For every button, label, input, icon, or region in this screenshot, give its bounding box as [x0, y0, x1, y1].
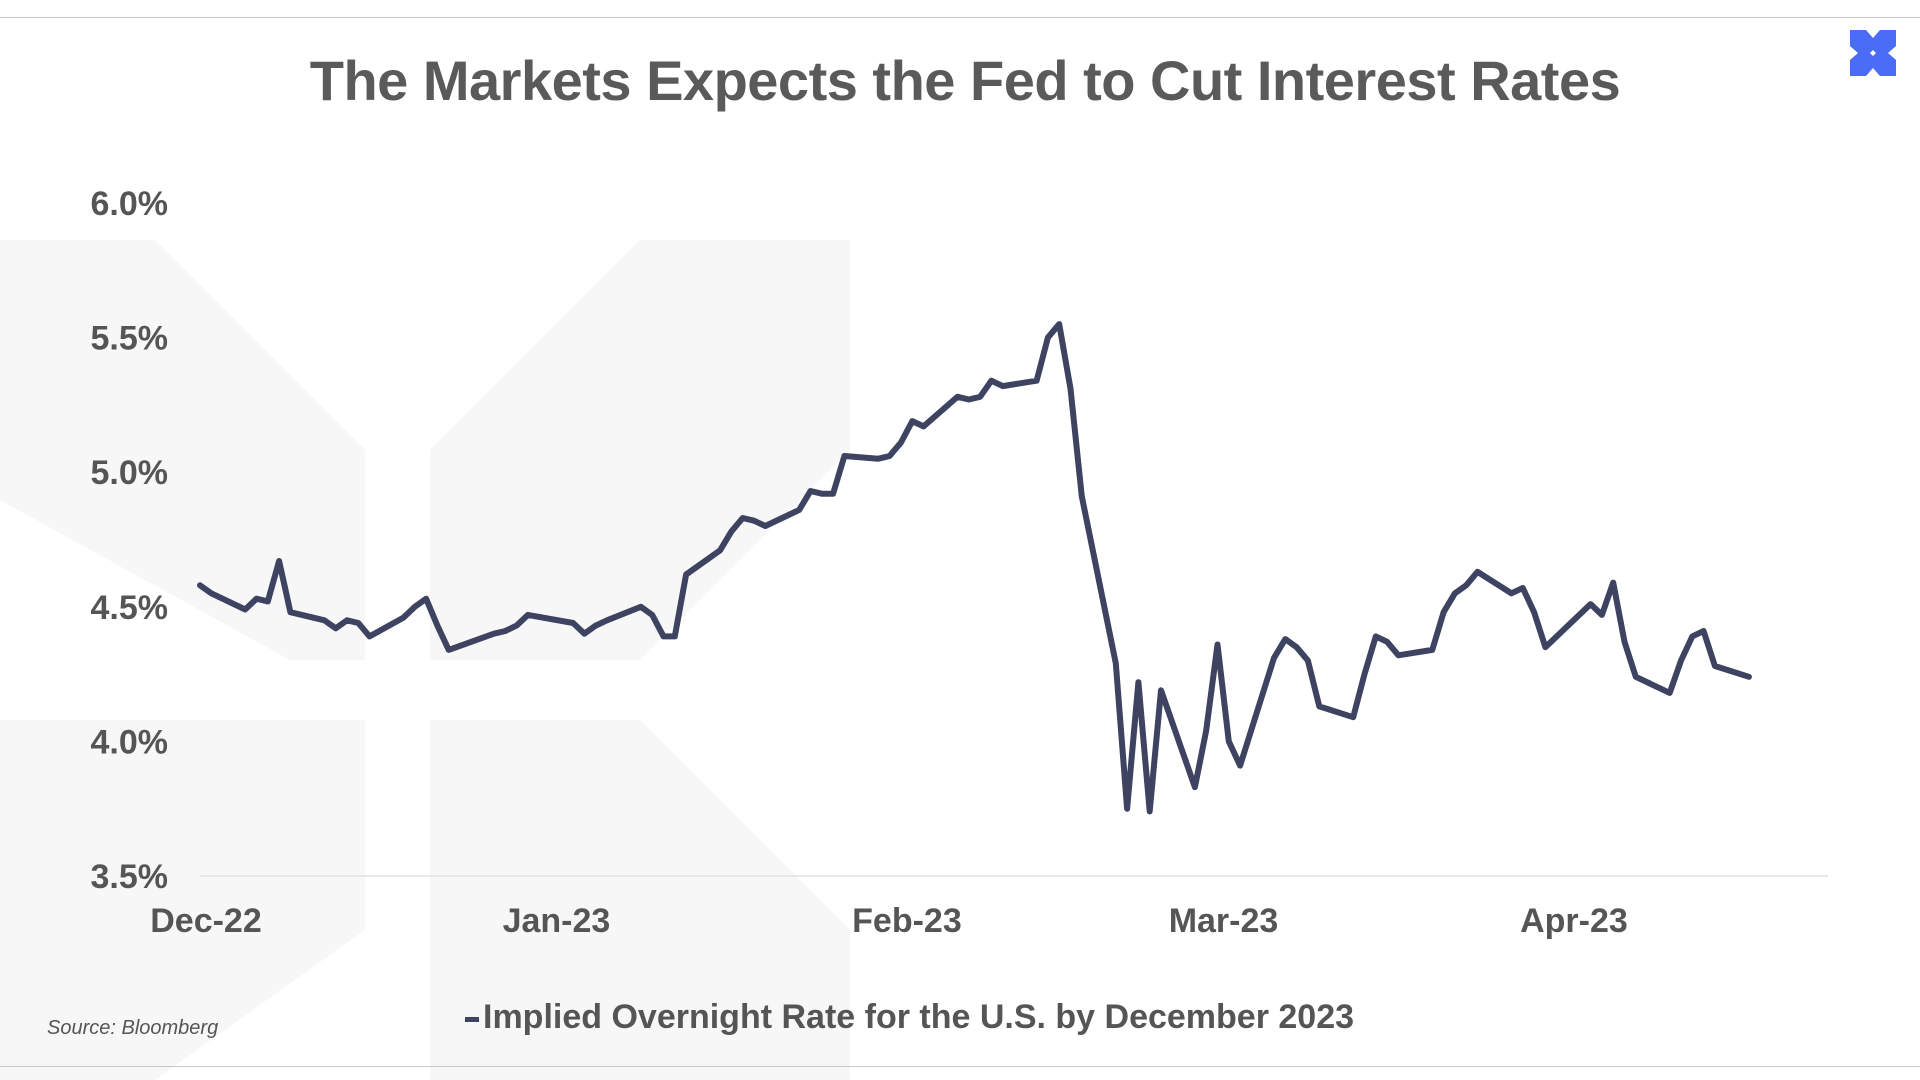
- y-tick-label: 4.5%: [91, 589, 169, 627]
- bottom-divider: [0, 1066, 1920, 1067]
- x-tick-label: Feb-23: [852, 902, 962, 940]
- x-axis-ticks: Dec-22 Jan-23 Feb-23 Mar-23 Apr-23: [150, 902, 1628, 940]
- y-tick-label: 5.5%: [91, 320, 169, 358]
- y-tick-label: 3.5%: [91, 858, 169, 896]
- y-tick-label: 4.0%: [91, 723, 169, 761]
- source-note: Source: Bloomberg: [47, 1017, 219, 1039]
- top-divider: [0, 17, 1920, 18]
- x-tick-label: Mar-23: [1169, 902, 1279, 940]
- legend-swatch: [465, 1017, 479, 1022]
- x-tick-label: Dec-22: [150, 902, 262, 940]
- y-tick-label: 5.0%: [91, 454, 169, 492]
- y-tick-label: 6.0%: [91, 185, 169, 223]
- y-axis-ticks: 3.5% 4.0% 4.5% 5.0% 5.5% 6.0%: [91, 185, 169, 896]
- legend-label: Implied Overnight Rate for the U.S. by D…: [483, 998, 1355, 1036]
- x-tick-label: Apr-23: [1520, 902, 1628, 940]
- series-line-implied-overnight-rate: [197, 321, 1752, 815]
- x-cross-logo-icon: [1850, 30, 1896, 76]
- legend: Implied Overnight Rate for the U.S. by D…: [465, 998, 1354, 1037]
- chart-title: The Markets Expects the Fed to Cut Inter…: [309, 49, 1621, 112]
- x-tick-label: Jan-23: [503, 902, 611, 940]
